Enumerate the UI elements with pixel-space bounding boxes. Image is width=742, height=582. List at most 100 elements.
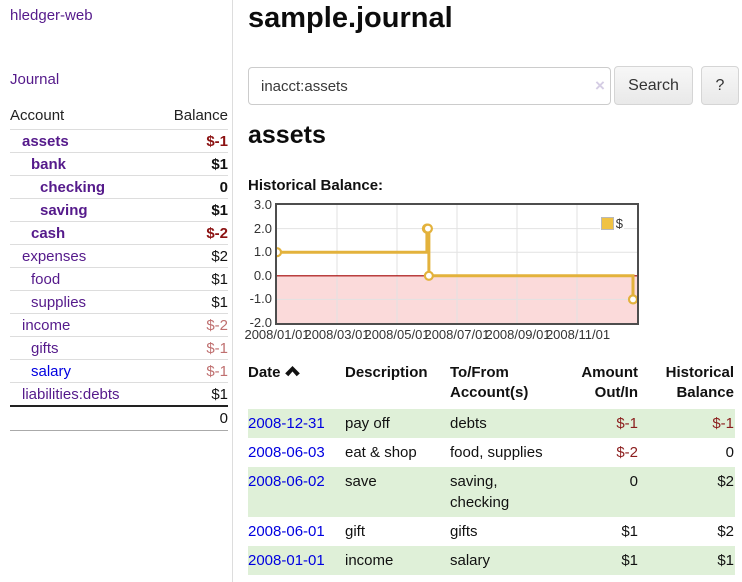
x-tick: 2008/05/01 bbox=[364, 327, 430, 342]
tofrom-column-header: To/From Account(s) bbox=[450, 364, 529, 401]
accounts-total-row: 0 bbox=[10, 405, 228, 431]
historical-balance-chart[interactable]: $ bbox=[275, 203, 639, 325]
transaction-amount: 0 bbox=[629, 473, 638, 490]
account-row-salary: salary $-1 bbox=[10, 359, 228, 382]
register-header-row: Date Description To/From Account(s) Amou… bbox=[248, 360, 735, 409]
transaction-description: save bbox=[345, 473, 377, 490]
transaction-accounts: debts bbox=[450, 415, 487, 432]
chart-legend: $ bbox=[599, 216, 624, 231]
grid bbox=[277, 205, 637, 323]
account-balance: 0 bbox=[219, 179, 228, 196]
account-link-cash[interactable]: cash bbox=[31, 225, 66, 242]
transaction-balance: 0 bbox=[725, 444, 734, 461]
account-row-gifts: gifts $-1 bbox=[10, 336, 228, 359]
accounts-total-value: 0 bbox=[219, 410, 228, 427]
y-tick: 3.0 bbox=[253, 197, 272, 212]
account-row-bank: bank $1 bbox=[10, 152, 228, 175]
transaction-date-link[interactable]: 2008-06-03 bbox=[248, 444, 325, 461]
account-row-assets: assets $-1 bbox=[10, 129, 228, 152]
account-row-cash: cash $-2 bbox=[10, 221, 228, 244]
account-row-saving: saving $1 bbox=[10, 198, 228, 221]
account-link-checking[interactable]: checking bbox=[40, 179, 106, 196]
account-link-saving[interactable]: saving bbox=[40, 202, 88, 219]
account-balance: $1 bbox=[211, 386, 228, 403]
app-title-link[interactable]: hledger-web bbox=[10, 7, 93, 24]
account-row-food: food $1 bbox=[10, 267, 228, 290]
transaction-accounts: salary bbox=[450, 552, 491, 569]
account-column-header: Account bbox=[10, 107, 65, 124]
x-tick: 2008/11/01 bbox=[545, 327, 611, 342]
transaction-description: pay off bbox=[345, 415, 390, 432]
date-column-header[interactable]: Date bbox=[248, 360, 345, 409]
account-link-gifts[interactable]: gifts bbox=[31, 340, 59, 357]
y-tick: -2.0 bbox=[249, 315, 272, 330]
y-tick: -1.0 bbox=[249, 291, 272, 306]
transaction-balance: $-1 bbox=[712, 415, 734, 432]
account-link-salary[interactable]: salary bbox=[31, 363, 72, 380]
transaction-amount: $1 bbox=[621, 523, 638, 540]
account-link-income[interactable]: income bbox=[22, 317, 71, 334]
balance-markers bbox=[277, 223, 637, 305]
amount-column-header: Amount Out/In bbox=[581, 364, 638, 401]
account-link-bank[interactable]: bank bbox=[31, 156, 67, 173]
account-balance-table: Account Balance assets $-1 bank $1 check… bbox=[10, 103, 228, 431]
x-tick: 2008/09/01 bbox=[485, 327, 551, 342]
transaction-balance: $1 bbox=[717, 552, 734, 569]
transaction-amount: $-1 bbox=[616, 415, 638, 432]
page-title: sample.journal bbox=[248, 2, 453, 34]
register-table: Date Description To/From Account(s) Amou… bbox=[248, 360, 735, 575]
account-balance: $1 bbox=[211, 294, 228, 311]
account-table-header: Account Balance bbox=[10, 103, 228, 129]
transaction-accounts: saving, checking bbox=[450, 473, 510, 511]
account-row-income: income $-2 bbox=[10, 313, 228, 336]
transaction-date-link[interactable]: 2008-06-01 bbox=[248, 523, 325, 540]
help-button[interactable]: ? bbox=[701, 66, 739, 105]
transaction-description: income bbox=[345, 552, 394, 569]
transaction-date-link[interactable]: 2008-06-02 bbox=[248, 473, 325, 490]
account-row-supplies: supplies $1 bbox=[10, 290, 228, 313]
account-link-liabilities-debts[interactable]: liabilities:debts bbox=[22, 386, 120, 403]
account-balance: $1 bbox=[211, 156, 228, 173]
account-balance: $-2 bbox=[206, 225, 228, 242]
transaction-description: gift bbox=[345, 523, 366, 540]
account-link-food[interactable]: food bbox=[31, 271, 61, 288]
account-link-assets[interactable]: assets bbox=[22, 133, 69, 150]
account-heading: assets bbox=[248, 121, 326, 149]
transaction-balance: $2 bbox=[717, 473, 734, 490]
account-row-expenses: expenses $2 bbox=[10, 244, 228, 267]
x-tick: 2008/03/01 bbox=[304, 327, 370, 342]
register-row: 2008-12-31 pay off debts $-1 $-1 bbox=[248, 409, 735, 438]
y-tick: 2.0 bbox=[253, 221, 272, 236]
historical-column-header: Historical Balance bbox=[665, 364, 734, 401]
account-balance: $-2 bbox=[206, 317, 228, 334]
register-row: 2008-06-03 eat & shop food, supplies $-2… bbox=[248, 438, 735, 467]
balance-column-header: Balance bbox=[173, 107, 228, 124]
transaction-accounts: food, supplies bbox=[450, 444, 543, 461]
account-link-expenses[interactable]: expenses bbox=[22, 248, 87, 265]
legend-swatch-icon bbox=[600, 217, 614, 230]
account-balance: $1 bbox=[211, 202, 228, 219]
search-button[interactable]: Search bbox=[614, 66, 693, 105]
x-tick: 2008/07/01 bbox=[424, 327, 490, 342]
transaction-amount: $-2 bbox=[616, 444, 638, 461]
transaction-date-link[interactable]: 2008-12-31 bbox=[248, 415, 325, 432]
transaction-date-link[interactable]: 2008-01-01 bbox=[248, 552, 325, 569]
clear-search-icon[interactable]: × bbox=[595, 76, 605, 95]
nav-journal-link[interactable]: Journal bbox=[10, 71, 60, 88]
sort-ascending-icon bbox=[284, 363, 300, 383]
transaction-balance: $2 bbox=[717, 523, 734, 540]
y-tick: 1.0 bbox=[253, 244, 272, 259]
chart-heading: Historical Balance: bbox=[248, 177, 384, 194]
account-row-checking: checking 0 bbox=[10, 175, 228, 198]
account-balance: $-1 bbox=[206, 340, 228, 357]
search-input[interactable] bbox=[248, 67, 611, 105]
account-balance: $2 bbox=[211, 248, 228, 265]
legend-label: $ bbox=[615, 216, 623, 231]
account-link-supplies[interactable]: supplies bbox=[31, 294, 87, 311]
account-row-liabilities-debts: liabilities:debts $1 bbox=[10, 382, 228, 405]
y-tick: 0.0 bbox=[253, 268, 272, 283]
transaction-accounts: gifts bbox=[450, 523, 478, 540]
transaction-amount: $1 bbox=[621, 552, 638, 569]
register-row: 2008-06-01 gift gifts $1 $2 bbox=[248, 517, 735, 546]
x-tick: 2008/01/01 bbox=[244, 327, 310, 342]
